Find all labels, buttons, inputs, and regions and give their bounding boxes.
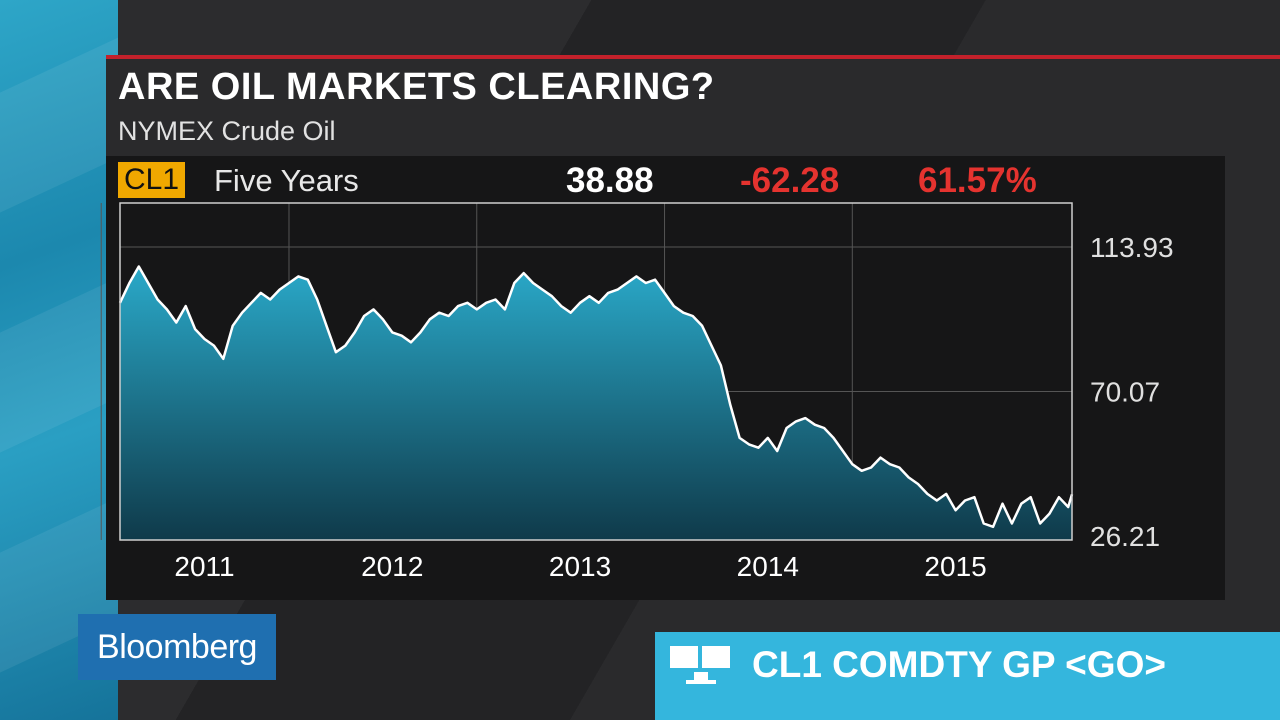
period-label: Five Years (214, 163, 359, 198)
price-area (120, 266, 1072, 540)
y-tick-label: 113.93 (1090, 232, 1174, 263)
y-axis: 113.93 70.07 26.21 (1090, 232, 1174, 552)
bloomberg-logo: Bloomberg (78, 614, 276, 680)
x-tick-label: 2014 (737, 551, 799, 582)
chart-title: ARE OIL MARKETS CLEARING? (118, 66, 715, 108)
x-tick-label: 2012 (361, 551, 423, 582)
command-bar (655, 632, 1280, 720)
price-line (118, 265, 1074, 529)
x-tick-label: 2011 (174, 551, 234, 582)
y-tick-label: 26.21 (1090, 521, 1160, 552)
percent-change: 61.57% (918, 161, 1037, 200)
accent-rule (106, 55, 1280, 59)
background-left-panel (0, 0, 180, 720)
y-tick-label: 70.07 (1090, 377, 1160, 408)
title-bar (106, 59, 1280, 156)
command-text: CL1 COMDTY GP <GO> (752, 644, 1166, 685)
x-axis: 2011 2012 2013 2014 2015 (174, 551, 986, 582)
terminal-icon (670, 646, 730, 684)
plot-frame (119, 202, 1073, 541)
x-tick-label: 2013 (549, 551, 611, 582)
net-change: -62.28 (740, 161, 840, 200)
x-tick-label: 2015 (924, 551, 986, 582)
ticker-badge: CL1 (118, 162, 186, 198)
last-price: 38.88 (566, 161, 654, 200)
chart-subtitle: NYMEX Crude Oil (118, 116, 336, 146)
